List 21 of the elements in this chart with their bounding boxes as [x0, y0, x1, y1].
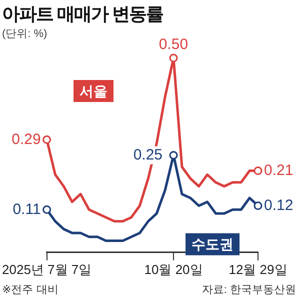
point [254, 166, 262, 175]
point [169, 54, 178, 62]
data-label: 0.50 [158, 36, 188, 54]
chart-title: 아파트 매매가 변동률 [2, 3, 164, 26]
data-label: 0.21 [264, 162, 294, 179]
chart-subtitle: (단위: %) [2, 27, 48, 41]
text: ※전주 대비 [2, 283, 58, 297]
data-label: 0.25 [133, 146, 163, 164]
x-tick-label: 12월 29일 [228, 262, 288, 277]
text: 서울 [80, 82, 108, 99]
point [169, 150, 178, 160]
text: 자료: 한국부동산원 [202, 283, 296, 297]
x-tick-label: 10월 20일 [144, 262, 203, 277]
point [42, 135, 52, 144]
data-label: 0.11 [12, 200, 41, 218]
point [254, 201, 262, 210]
data-label: 0.29 [12, 130, 41, 148]
series-label: 수도권 [192, 236, 234, 252]
x-tick-label: 2025년 7월 7일 [2, 262, 92, 277]
point [42, 205, 52, 214]
data-label: 0.12 [264, 196, 294, 214]
